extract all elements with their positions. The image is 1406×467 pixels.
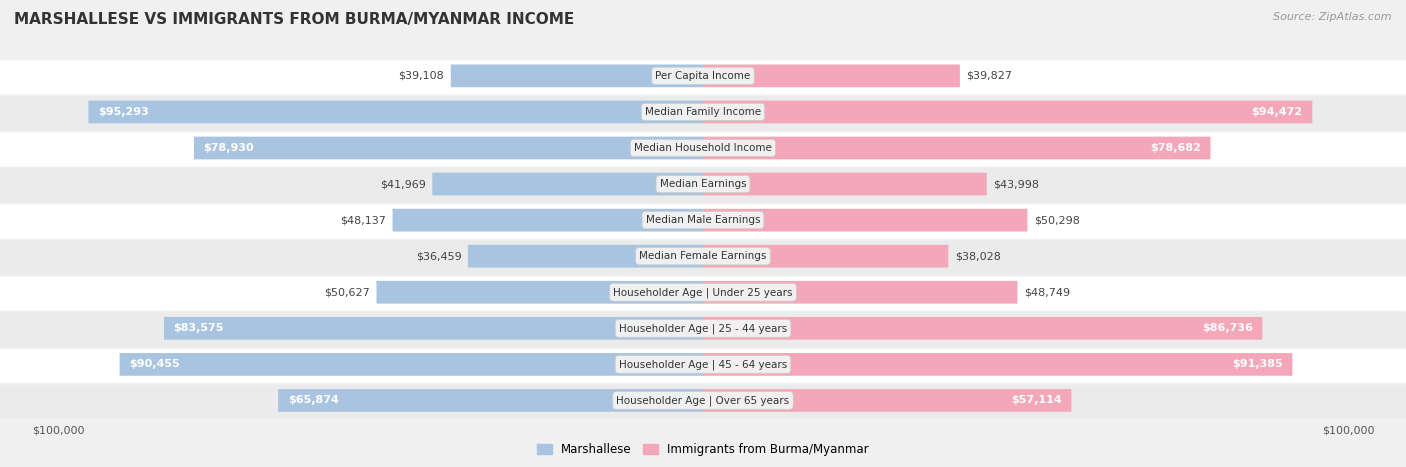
FancyBboxPatch shape <box>432 173 703 195</box>
FancyBboxPatch shape <box>165 317 703 340</box>
FancyBboxPatch shape <box>0 169 1406 203</box>
Text: Source: ZipAtlas.com: Source: ZipAtlas.com <box>1274 12 1392 21</box>
Text: Median Earnings: Median Earnings <box>659 179 747 189</box>
Text: $43,998: $43,998 <box>993 179 1039 189</box>
FancyBboxPatch shape <box>451 64 703 87</box>
FancyBboxPatch shape <box>392 209 703 232</box>
Text: $94,472: $94,472 <box>1251 107 1302 117</box>
Text: $38,028: $38,028 <box>955 251 1001 261</box>
FancyBboxPatch shape <box>0 96 1406 130</box>
FancyBboxPatch shape <box>703 281 1018 304</box>
Text: Householder Age | Over 65 years: Householder Age | Over 65 years <box>616 395 790 406</box>
Text: Householder Age | 25 - 44 years: Householder Age | 25 - 44 years <box>619 323 787 333</box>
FancyBboxPatch shape <box>703 317 1263 340</box>
Text: Median Female Earnings: Median Female Earnings <box>640 251 766 261</box>
FancyBboxPatch shape <box>89 100 703 123</box>
Text: Householder Age | 45 - 64 years: Householder Age | 45 - 64 years <box>619 359 787 370</box>
FancyBboxPatch shape <box>0 313 1406 347</box>
FancyBboxPatch shape <box>703 64 960 87</box>
Text: Median Household Income: Median Household Income <box>634 143 772 153</box>
FancyBboxPatch shape <box>194 137 703 159</box>
Text: $91,385: $91,385 <box>1232 360 1282 369</box>
Text: $36,459: $36,459 <box>416 251 461 261</box>
Text: $48,137: $48,137 <box>340 215 387 225</box>
Text: $95,293: $95,293 <box>98 107 149 117</box>
FancyBboxPatch shape <box>0 349 1406 383</box>
FancyBboxPatch shape <box>703 173 987 195</box>
FancyBboxPatch shape <box>278 389 703 412</box>
Text: Per Capita Income: Per Capita Income <box>655 71 751 81</box>
FancyBboxPatch shape <box>703 389 1071 412</box>
FancyBboxPatch shape <box>120 353 703 376</box>
Text: $50,627: $50,627 <box>325 287 370 297</box>
Text: $39,108: $39,108 <box>398 71 444 81</box>
Text: $78,930: $78,930 <box>204 143 254 153</box>
FancyBboxPatch shape <box>703 353 1292 376</box>
Legend: Marshallese, Immigrants from Burma/Myanmar: Marshallese, Immigrants from Burma/Myanm… <box>533 439 873 461</box>
Text: $41,969: $41,969 <box>380 179 426 189</box>
Text: Householder Age | Under 25 years: Householder Age | Under 25 years <box>613 287 793 297</box>
FancyBboxPatch shape <box>0 276 1406 311</box>
FancyBboxPatch shape <box>377 281 703 304</box>
Text: $90,455: $90,455 <box>129 360 180 369</box>
Text: $48,749: $48,749 <box>1024 287 1070 297</box>
FancyBboxPatch shape <box>0 60 1406 94</box>
Text: Median Family Income: Median Family Income <box>645 107 761 117</box>
FancyBboxPatch shape <box>703 209 1028 232</box>
FancyBboxPatch shape <box>703 245 948 268</box>
Text: $83,575: $83,575 <box>174 323 224 333</box>
Text: MARSHALLESE VS IMMIGRANTS FROM BURMA/MYANMAR INCOME: MARSHALLESE VS IMMIGRANTS FROM BURMA/MYA… <box>14 12 574 27</box>
FancyBboxPatch shape <box>703 137 1211 159</box>
FancyBboxPatch shape <box>468 245 703 268</box>
Text: $78,682: $78,682 <box>1150 143 1201 153</box>
Text: $65,874: $65,874 <box>288 396 339 405</box>
FancyBboxPatch shape <box>0 241 1406 275</box>
FancyBboxPatch shape <box>0 205 1406 239</box>
Text: Median Male Earnings: Median Male Earnings <box>645 215 761 225</box>
FancyBboxPatch shape <box>0 133 1406 166</box>
Text: $39,827: $39,827 <box>966 71 1012 81</box>
Text: $86,736: $86,736 <box>1202 323 1253 333</box>
Text: $57,114: $57,114 <box>1011 396 1062 405</box>
FancyBboxPatch shape <box>703 100 1312 123</box>
Text: $50,298: $50,298 <box>1033 215 1080 225</box>
FancyBboxPatch shape <box>0 385 1406 419</box>
